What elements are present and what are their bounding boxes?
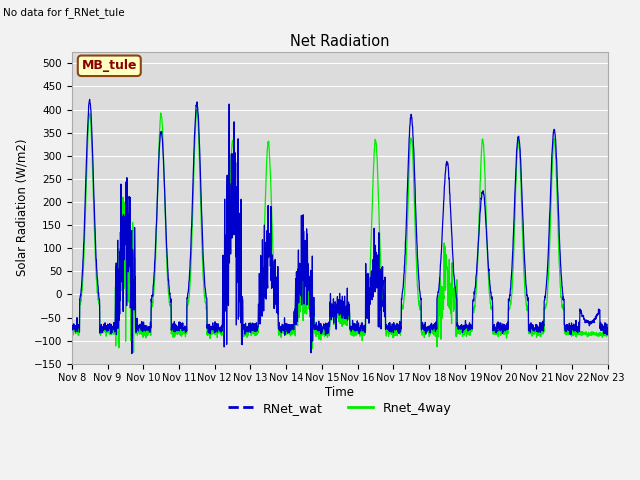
Y-axis label: Solar Radiation (W/m2): Solar Radiation (W/m2) [15,139,28,276]
Legend: RNet_wat, Rnet_4way: RNet_wat, Rnet_4way [223,397,456,420]
X-axis label: Time: Time [325,386,355,399]
Text: No data for f_RNet_tule: No data for f_RNet_tule [3,7,125,18]
Text: MB_tule: MB_tule [81,60,137,72]
Title: Net Radiation: Net Radiation [290,34,390,49]
